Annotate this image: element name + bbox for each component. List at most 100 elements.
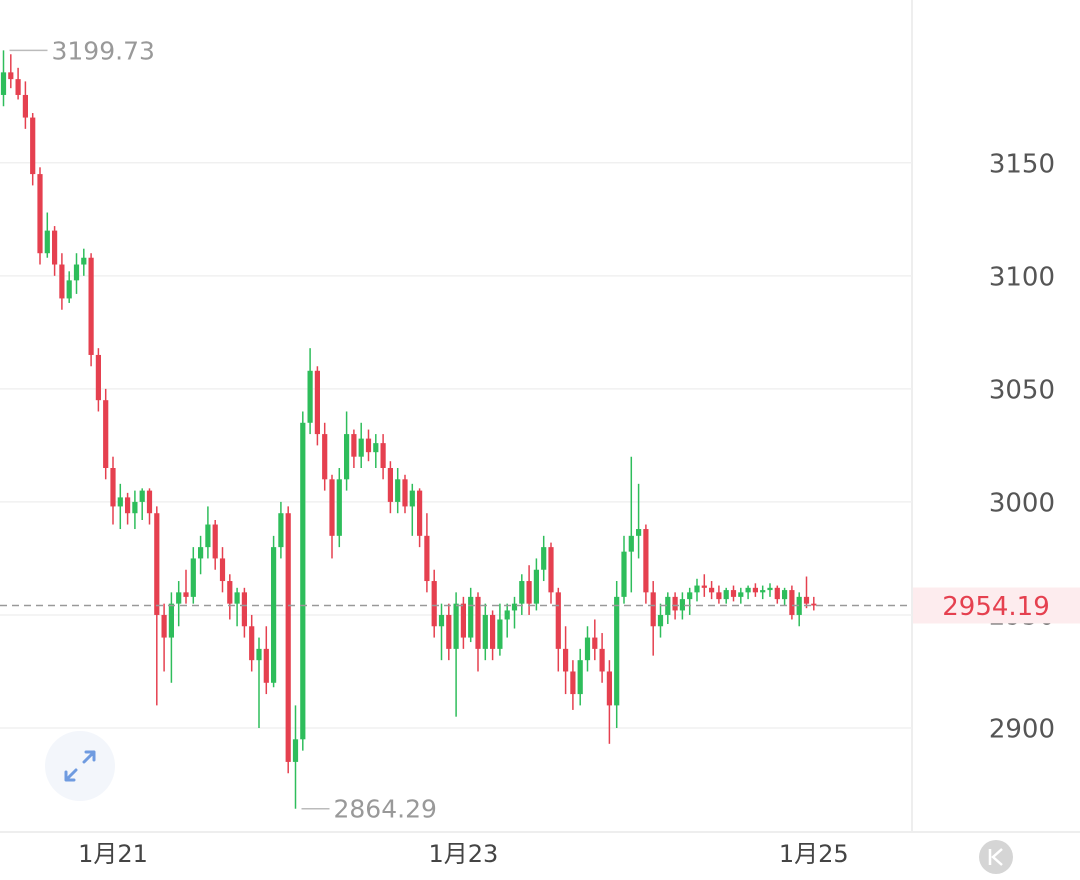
- candle-body: [431, 581, 437, 627]
- candle-body: [307, 370, 313, 423]
- candle-body: [694, 585, 700, 593]
- candle-body: [227, 581, 233, 604]
- candle-body: [95, 354, 101, 401]
- candle-body: [584, 637, 591, 661]
- candle-body: [285, 513, 291, 762]
- candle-body: [15, 79, 21, 95]
- candle-body: [219, 558, 226, 582]
- candle-body: [665, 596, 671, 615]
- min-label: 2864.29: [334, 795, 437, 824]
- candle-body: [190, 558, 196, 597]
- candle-body: [314, 370, 320, 435]
- x-tick-label: 1月25: [779, 840, 849, 868]
- candle-body: [796, 596, 802, 615]
- expand-button[interactable]: [45, 731, 115, 801]
- candle-body: [541, 547, 547, 570]
- candle-body: [344, 434, 350, 480]
- last-price-label: 2954.19: [942, 592, 1050, 622]
- candle-body: [606, 671, 612, 706]
- y-tick-label: 3050: [989, 375, 1055, 405]
- candle-body: [738, 592, 744, 597]
- candle-body: [789, 590, 795, 615]
- candle-body: [117, 497, 123, 507]
- candle-body: [278, 513, 284, 548]
- candle-body: [701, 585, 707, 588]
- candle-body: [468, 596, 474, 638]
- candles: [0, 50, 817, 809]
- candle-body: [803, 596, 810, 604]
- candle-body: [0, 72, 7, 95]
- candle-body: [8, 72, 14, 80]
- candle-body: [599, 648, 605, 672]
- expand-icon: [64, 750, 96, 782]
- candle-body: [453, 603, 459, 649]
- candle-body: [125, 497, 131, 514]
- candle-body: [256, 648, 262, 661]
- candle-body: [336, 479, 342, 536]
- k-button[interactable]: [979, 840, 1013, 874]
- candle-body: [475, 596, 481, 649]
- candle-body: [497, 619, 503, 649]
- candle-body: [709, 587, 715, 593]
- candle-body: [365, 438, 372, 453]
- candle-body: [548, 547, 554, 593]
- candle-body: [614, 596, 620, 706]
- y-tick-label: 2900: [989, 715, 1055, 745]
- candle-body: [730, 590, 737, 597]
- candle-body: [679, 599, 685, 611]
- candle-body: [322, 434, 328, 480]
- candle-body: [628, 535, 634, 552]
- candle-body: [504, 610, 510, 620]
- candle-body: [402, 479, 408, 507]
- candle-body: [519, 581, 525, 604]
- candle-body: [37, 174, 43, 254]
- candle-body: [373, 443, 379, 453]
- candle-body: [592, 637, 598, 649]
- candle-body: [752, 587, 758, 593]
- candle-body: [621, 551, 627, 597]
- max-label: 3199.73: [52, 36, 155, 65]
- candle-body: [577, 660, 583, 695]
- candle-body: [52, 230, 58, 265]
- candle-body: [716, 592, 722, 600]
- overlay: 3199.73 2864.29 2954.19: [0, 36, 1080, 824]
- candle-body: [329, 479, 335, 536]
- candle-body: [723, 590, 729, 600]
- candle-body: [81, 257, 87, 265]
- candle-body: [249, 626, 255, 661]
- candle-body: [183, 592, 189, 597]
- last-price-box: [913, 587, 1080, 624]
- candle-body: [745, 587, 751, 593]
- candle-body: [358, 438, 364, 457]
- candle-body: [672, 596, 678, 611]
- candle-body: [811, 603, 817, 606]
- candle-body: [380, 443, 386, 468]
- candle-body: [146, 490, 153, 514]
- candle-body: [657, 614, 664, 627]
- candle-body: [161, 614, 167, 638]
- candle-body: [103, 400, 109, 468]
- candle-body: [490, 614, 496, 649]
- candle-body: [44, 230, 50, 254]
- candle-body: [687, 592, 693, 600]
- candle-body: [460, 603, 466, 638]
- candle-body: [417, 490, 423, 536]
- candle-body: [59, 264, 65, 299]
- k-icon: [988, 848, 1003, 866]
- candle-body: [482, 614, 488, 649]
- candle-body: [387, 468, 393, 502]
- candle-body: [234, 592, 240, 604]
- candle-body: [263, 648, 269, 683]
- candle-body: [154, 513, 160, 615]
- candle-body: [760, 590, 766, 593]
- x-tick-label: 1月21: [78, 840, 148, 868]
- candle-body: [533, 569, 539, 604]
- candle-body: [168, 603, 174, 638]
- candle-body: [395, 479, 401, 502]
- candle-body: [292, 739, 299, 762]
- candle-body: [424, 535, 430, 582]
- candle-body: [650, 592, 656, 627]
- candle-body: [438, 614, 445, 627]
